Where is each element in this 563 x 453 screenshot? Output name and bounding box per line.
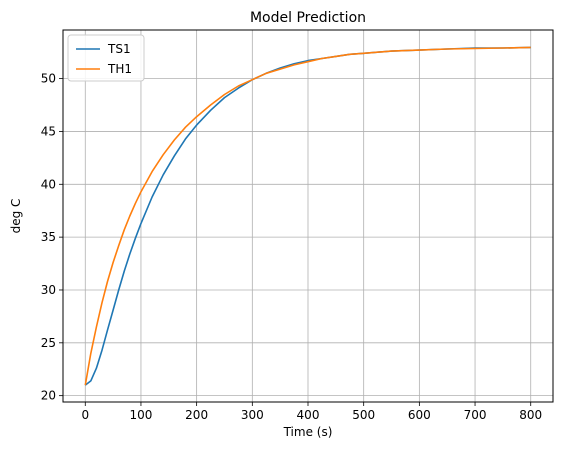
chart-title: Model Prediction	[250, 10, 366, 26]
y-tick-label: 25	[41, 336, 56, 350]
y-tick-label: 35	[41, 230, 56, 244]
x-tick-label: 500	[352, 408, 375, 422]
y-tick-label: 20	[41, 389, 56, 403]
legend-label: TH1	[107, 62, 132, 76]
x-tick-label: 200	[185, 408, 208, 422]
legend-label: TS1	[107, 42, 131, 56]
x-tick-label: 800	[519, 408, 542, 422]
y-axis-label: deg C	[9, 199, 23, 234]
grid	[63, 30, 553, 402]
x-tick-label: 100	[130, 408, 153, 422]
x-tick-label: 600	[408, 408, 431, 422]
x-tick-label: 400	[297, 408, 320, 422]
series-line-th1	[84, 46, 531, 386]
x-tick-label: 700	[464, 408, 487, 422]
y-tick-label: 40	[41, 177, 56, 191]
y-tick-label: 30	[41, 283, 56, 297]
y-tick-label: 50	[41, 72, 56, 86]
ticks: 0 100 200 300 400 500 600 700 800 20 25 30 35 40 45 50	[41, 72, 542, 422]
x-tick-label: 300	[241, 408, 264, 422]
y-tick-label: 45	[41, 124, 56, 138]
series-layer	[84, 46, 531, 386]
legend-box	[67, 34, 145, 82]
x-tick-label: 0	[81, 408, 89, 422]
x-axis-label: Time (s)	[283, 425, 333, 439]
